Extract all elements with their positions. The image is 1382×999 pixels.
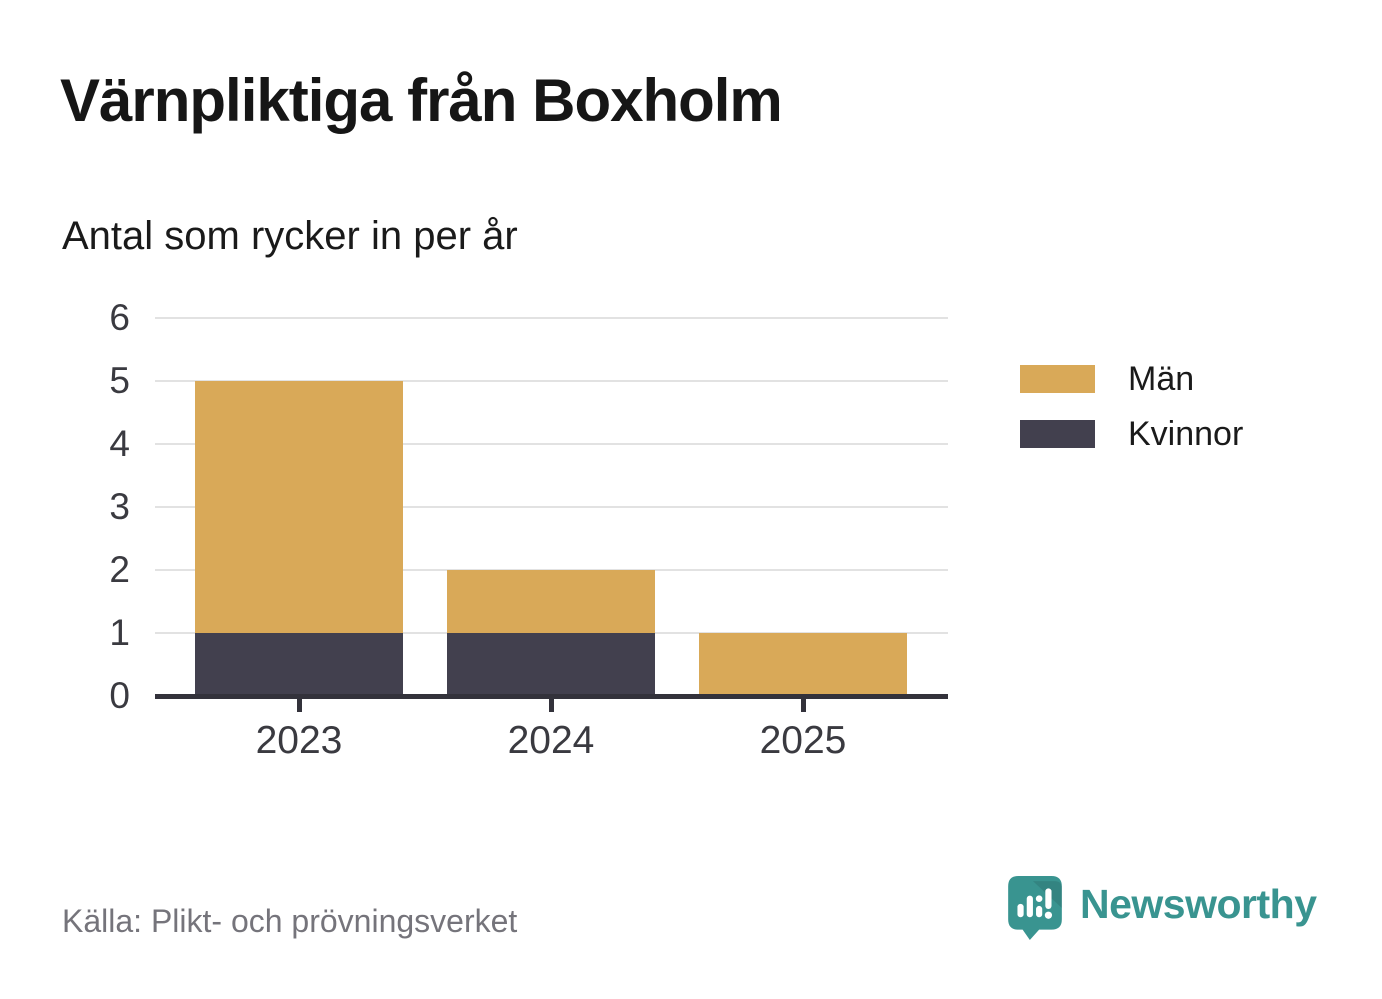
y-gridline [155,506,948,508]
bar-segment-män-2025 [699,633,907,696]
bar-segment-kvinnor-2024 [447,633,655,696]
source-text: Källa: Plikt- och prövningsverket [62,903,518,939]
chart-title: Värnpliktiga från Boxholm [60,67,783,134]
y-tick-label: 6 [109,297,130,338]
newsworthy-logo-icon [1008,876,1062,940]
legend-item-kvinnor: Kvinnor [1020,417,1243,451]
y-gridline [155,380,948,382]
y-tick-label: 4 [109,423,130,464]
brand-name: Newsworthy [1080,881,1317,927]
bar-segment-kvinnor-2023 [195,633,403,696]
y-tick-label: 5 [109,360,130,401]
legend-swatch-kvinnor [1020,420,1095,448]
y-tick-label: 0 [109,675,130,716]
legend-label: Män [1128,360,1195,398]
x-tick-label-2024: 2024 [507,719,595,762]
x-tick [801,699,806,712]
brand: Newsworthy [1008,876,1317,940]
x-tick-label-2023: 2023 [255,719,343,762]
y-tick-label: 2 [109,549,130,590]
x-tick [297,699,302,712]
bar-segment-män-2023 [195,381,403,633]
y-gridline [155,317,948,319]
y-gridline [155,443,948,445]
x-tick [549,699,554,712]
bar-segment-män-2024 [447,570,655,633]
x-tick-label-2025: 2025 [759,719,847,762]
legend-item-män: Män [1020,362,1194,396]
x-axis-line [155,694,948,699]
y-tick-label: 3 [109,486,130,527]
legend-label: Kvinnor [1128,415,1244,453]
y-tick-label: 1 [109,612,130,653]
legend-swatch-män [1020,365,1095,393]
chart-subtitle: Antal som rycker in per år [62,214,518,258]
